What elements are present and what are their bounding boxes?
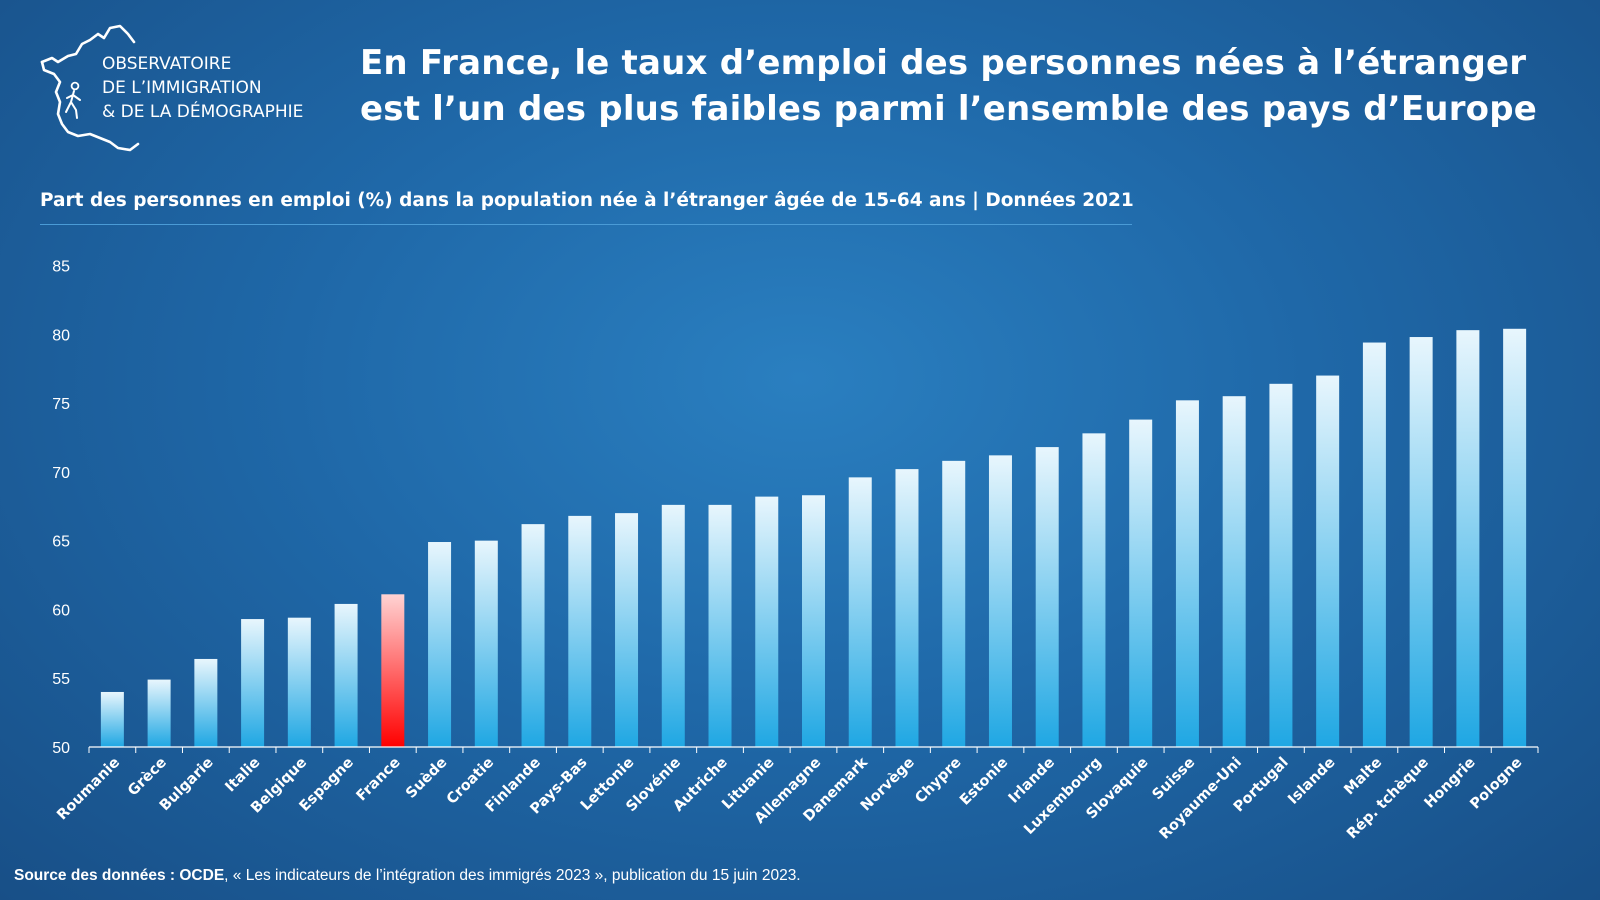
- bars: [100, 328, 1527, 747]
- logo-line-2: DE L’IMMIGRATION: [102, 78, 262, 98]
- bar-pologne: [1503, 328, 1527, 747]
- chart-title-rule: [40, 224, 1132, 225]
- bar-belgique: [287, 617, 311, 747]
- bar-hongrie: [1456, 330, 1480, 747]
- logo: OBSERVATOIRE DE L’IMMIGRATION & DE LA DÉ…: [38, 20, 338, 160]
- x-tick-label: Suède: [403, 754, 450, 801]
- bar-slovaquie: [1129, 419, 1153, 747]
- x-tick-label: Pologne: [1467, 754, 1525, 812]
- bar-roumanie: [100, 691, 124, 747]
- bar-france: [381, 594, 405, 747]
- page-title-line-2: est l’un des plus faibles parmi l’ensemb…: [360, 89, 1538, 129]
- bar-croatie: [474, 540, 498, 747]
- bar-su-de: [428, 542, 452, 747]
- bar-slov-nie: [661, 504, 685, 747]
- y-tick-label: 75: [52, 396, 70, 413]
- bar-bulgarie: [194, 658, 218, 747]
- bar-portugal: [1269, 383, 1293, 747]
- france-map-logo-icon: [40, 24, 140, 152]
- bar-espagne: [334, 603, 358, 747]
- y-tick-label: 50: [52, 740, 70, 757]
- y-tick-label: 85: [52, 259, 70, 276]
- x-tick-label: Italie: [222, 754, 263, 795]
- source-text: , « Les indicateurs de l’intégration des…: [224, 867, 801, 884]
- x-tick-label: Rép. tchèque: [1344, 754, 1432, 842]
- bar-suisse: [1175, 400, 1199, 747]
- bar-royaume-uni: [1222, 396, 1246, 747]
- logo-line-1: OBSERVATOIRE: [102, 54, 232, 74]
- source-note: Source des données : OCDE, « Les indicat…: [14, 867, 801, 885]
- y-tick-label: 60: [52, 602, 70, 619]
- y-tick-label: 65: [52, 534, 70, 551]
- bar-finlande: [521, 524, 545, 747]
- x-axis-ticks: [88, 747, 1539, 753]
- y-tick-label: 70: [52, 465, 70, 482]
- x-tick-label: Grèce: [125, 754, 170, 799]
- bar-chypre: [942, 460, 966, 747]
- bar-gr-ce: [147, 679, 171, 747]
- x-tick-label: Chypre: [912, 754, 964, 806]
- chart-title: Part des personnes en emploi (%) dans la…: [40, 190, 1134, 211]
- y-axis-ticks: 50 55 60 65 70 75 80 85: [52, 259, 70, 758]
- x-tick-label: Royaume-Uni: [1157, 755, 1245, 843]
- x-tick-label: Estonie: [957, 754, 1011, 808]
- logo-text: OBSERVATOIRE DE L’IMMIGRATION & DE LA DÉ…: [102, 52, 303, 124]
- bar-autriche: [708, 504, 732, 747]
- bar-lituanie: [755, 496, 779, 747]
- bar-r-p-tch-que: [1409, 337, 1433, 747]
- x-tick-label: Islande: [1285, 754, 1338, 807]
- bar-irlande: [1035, 447, 1059, 747]
- x-tick-label: France: [354, 754, 404, 804]
- y-tick-label: 80: [52, 327, 70, 344]
- source-label: Source des données : OCDE: [14, 867, 225, 884]
- y-tick-label: 55: [52, 671, 70, 688]
- bar-norv-ge: [895, 469, 919, 747]
- page-title-line-1: En France, le taux d’emploi des personne…: [360, 43, 1527, 83]
- bar-pays-bas: [568, 515, 592, 747]
- bar-lettonie: [615, 513, 639, 747]
- bar-luxembourg: [1082, 433, 1106, 747]
- x-tick-label: Roumanie: [54, 754, 123, 823]
- logo-line-3: & DE LA DÉMOGRAPHIE: [102, 102, 304, 122]
- bar-danemark: [848, 477, 872, 747]
- bar-estonie: [988, 455, 1012, 747]
- page-title: En France, le taux d’emploi des personne…: [360, 40, 1550, 132]
- bar-allemagne: [802, 495, 825, 747]
- bar-italie: [241, 619, 265, 747]
- x-tick-label: Malte: [1341, 754, 1385, 798]
- bar-islande: [1316, 375, 1340, 747]
- bar-malte: [1362, 342, 1386, 747]
